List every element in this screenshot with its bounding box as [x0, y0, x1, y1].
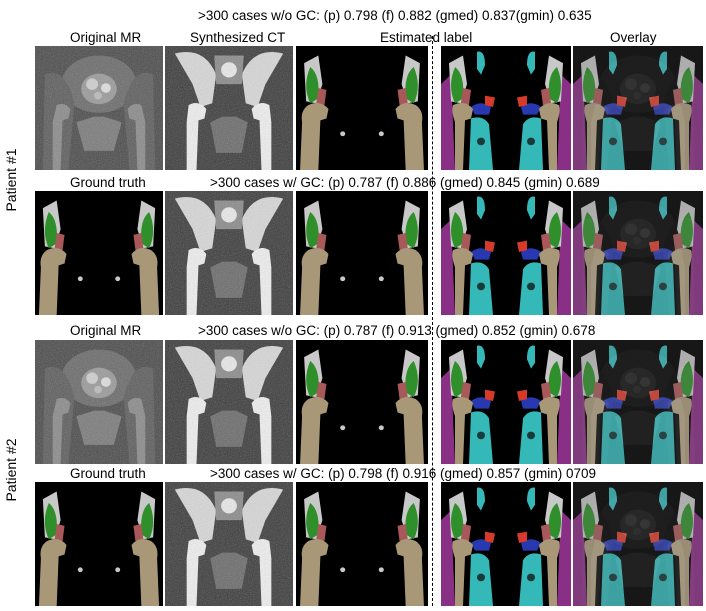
- p1-wo-gc-metrics: >300 cases w/o GC: (p) 0.798 (f) 0.882 (…: [198, 8, 592, 23]
- p1-wo-gc-label-4class: [296, 46, 428, 170]
- p1-ground-truth-image: [35, 191, 163, 315]
- p2-wo-gc-label-4class: [296, 340, 428, 464]
- p1-wo-gc-overlay: [573, 46, 703, 170]
- col-header-overlay: Overlay: [610, 30, 657, 45]
- p1-w-gc-overlay: [573, 191, 703, 315]
- p2-ground-truth-label: Ground truth: [70, 466, 146, 481]
- p2-wo-gc-label-multiclass: [441, 340, 571, 464]
- row-label-patient-2: Patient #2: [3, 438, 19, 502]
- p2-w-gc-label-multiclass: [441, 482, 571, 606]
- p1-w-gc-metrics: >300 cases w/ GC: (p) 0.787 (f) 0.886 (g…: [210, 175, 600, 190]
- column-divider: [432, 36, 433, 606]
- p1-w-gc-label-4class: [296, 191, 428, 315]
- p2-synthesized-ct-image: [165, 340, 293, 464]
- p2-w-gc-label-4class: [296, 482, 428, 606]
- p2-wo-gc-metrics: >300 cases w/o GC: (p) 0.787 (f) 0.913 (…: [198, 323, 596, 338]
- col-header-synthesized-ct: Synthesized CT: [190, 30, 286, 45]
- p1-original-mr-image: [35, 46, 163, 170]
- col-header-estimated-label: Estimated label: [380, 30, 473, 45]
- p1-ground-truth-label: Ground truth: [70, 175, 146, 190]
- p2-w-gc-ct-image: [165, 482, 293, 606]
- p1-w-gc-ct-image: [165, 191, 293, 315]
- p2-w-gc-overlay: [573, 482, 703, 606]
- row-label-patient-1: Patient #1: [3, 148, 19, 212]
- p1-w-gc-label-multiclass: [441, 191, 571, 315]
- col-header-original-mr: Original MR: [70, 30, 142, 45]
- p2-ground-truth-image: [35, 482, 163, 606]
- p2-wo-gc-overlay: [573, 340, 703, 464]
- p2-w-gc-metrics: >300 cases w/ GC: (p) 0.798 (f) 0.916 (g…: [210, 466, 597, 481]
- p2-original-mr-label: Original MR: [70, 323, 142, 338]
- p2-original-mr-image: [35, 340, 163, 464]
- p1-wo-gc-label-multiclass: [441, 46, 571, 170]
- p1-synthesized-ct-image: [165, 46, 293, 170]
